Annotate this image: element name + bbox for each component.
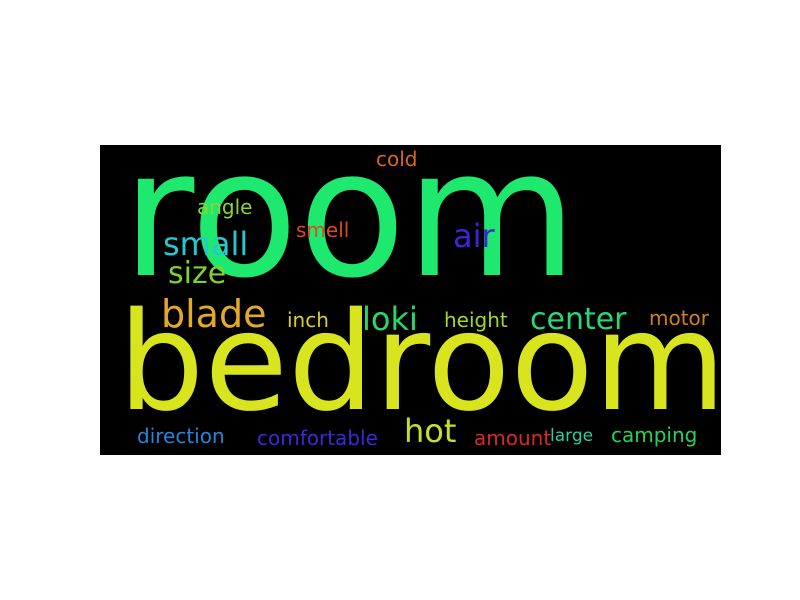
word-blade: blade [161,292,267,336]
word-size: size [168,256,227,291]
word-angle: angle [197,195,253,219]
word-air: air [453,217,495,255]
word-height: height [444,308,508,332]
word-large: large [550,426,594,446]
word-comfortable: comfortable [257,426,378,450]
word-direction: direction [137,424,225,448]
word-smell: smell [296,218,350,242]
word-amount: amount [474,426,552,450]
word-small: small [163,225,249,263]
word-bedroom: bedroom [118,284,721,442]
word-loki: loki [362,300,418,338]
word-motor: motor [649,306,710,330]
word-room: room [122,145,578,317]
word-center: center [530,302,627,337]
word-inch: inch [287,308,329,332]
word-hot: hot [404,412,457,450]
word-cold: cold [376,147,418,171]
word-cloud: room bedroom cold angle smell air small … [100,145,721,455]
word-camping: camping [611,423,698,447]
